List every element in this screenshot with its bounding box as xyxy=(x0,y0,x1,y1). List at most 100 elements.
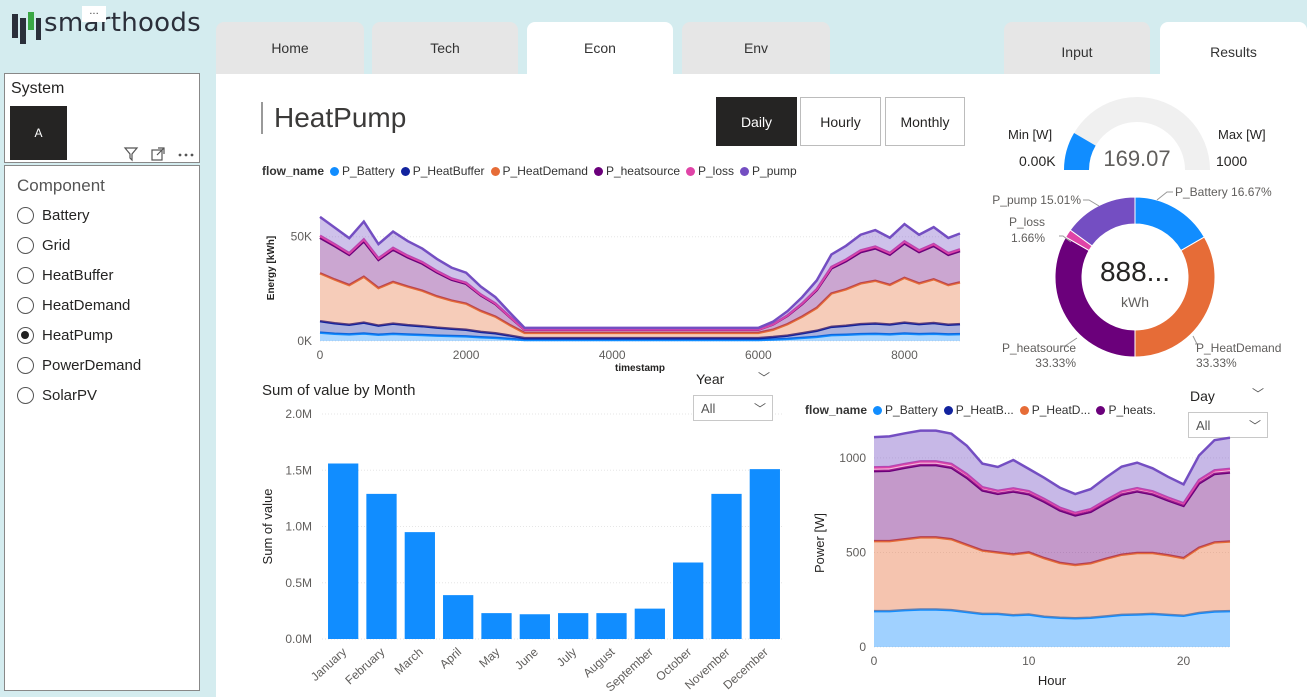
area-p_heatbuffer[interactable] xyxy=(320,321,960,340)
bar-chart-title: Sum of value by Month xyxy=(262,382,416,399)
bar-march[interactable] xyxy=(404,532,435,639)
component-option-powerdemand[interactable]: PowerDemand xyxy=(17,357,141,374)
tab-input[interactable]: Input xyxy=(1004,22,1150,74)
legend-marker xyxy=(400,166,410,176)
tab-home[interactable]: Home xyxy=(216,22,364,74)
focus-mode-icon[interactable] xyxy=(150,146,166,162)
y-tick-label: 1.5M xyxy=(285,463,312,477)
area-p_pump[interactable] xyxy=(320,216,960,330)
legend-item[interactable]: P_Battery xyxy=(873,403,938,417)
area-p_pump[interactable] xyxy=(874,430,1230,513)
legend-item[interactable]: P_HeatBuffer xyxy=(400,164,485,178)
bar-april[interactable] xyxy=(443,595,474,639)
daily-button[interactable]: Daily xyxy=(716,97,797,146)
more-options-icon[interactable]: ... xyxy=(82,6,106,22)
donut-leader-line xyxy=(1059,235,1072,243)
legend-item[interactable]: P_HeatB... xyxy=(943,403,1014,417)
legend-item[interactable]: P_heatsource xyxy=(593,164,680,178)
bar-october[interactable] xyxy=(673,562,704,640)
bar-january[interactable] xyxy=(328,463,359,640)
x-tick-label: June xyxy=(512,645,541,673)
x-tick-label: 8000 xyxy=(891,348,918,362)
radio-button[interactable] xyxy=(17,387,34,404)
legend-title: flow_name xyxy=(262,164,325,178)
radio-button[interactable] xyxy=(17,327,34,344)
tab-econ[interactable]: Econ xyxy=(527,22,673,74)
bar-may[interactable] xyxy=(481,613,512,639)
legend-marker xyxy=(873,405,883,415)
series-line-p_loss[interactable] xyxy=(319,234,961,331)
radio-button[interactable] xyxy=(17,267,34,284)
timeseries-legend: flow_name P_Battery P_HeatBuffer P_HeatDem… xyxy=(262,164,803,178)
bar-december[interactable] xyxy=(749,469,780,639)
series-line-p_pump[interactable] xyxy=(873,429,1231,496)
component-option-heatdemand[interactable]: HeatDemand xyxy=(17,297,130,314)
area-p_heatsource[interactable] xyxy=(874,465,1230,565)
legend-item[interactable]: P_heats. xyxy=(1096,403,1156,417)
bar-august[interactable] xyxy=(596,613,627,639)
legend-marker xyxy=(943,405,953,415)
donut-slice-p_pump[interactable] xyxy=(1069,196,1136,247)
component-slicer: Component Battery Grid HeatBuffer HeatDeman… xyxy=(4,165,200,691)
area-p_heatsource[interactable] xyxy=(320,237,960,333)
y-tick-label: 0 xyxy=(859,640,866,654)
legend-item[interactable]: P_pump xyxy=(740,164,797,178)
more-options-icon[interactable] xyxy=(177,152,195,158)
day-slicer-chevron-icon[interactable]: ﹀ xyxy=(1252,387,1265,401)
legend-label: P_Battery xyxy=(885,403,938,417)
year-dropdown[interactable]: All ﹀ xyxy=(693,395,773,421)
legend-item[interactable]: P_HeatD... xyxy=(1019,403,1090,417)
smarthoods-logo: smarthoods ... xyxy=(8,2,208,50)
radio-button[interactable] xyxy=(17,297,34,314)
area-p_heatdemand[interactable] xyxy=(320,273,960,339)
tab-env[interactable]: Env xyxy=(682,22,830,74)
system-slicer: System A xyxy=(4,73,200,163)
bar-september[interactable] xyxy=(634,608,665,639)
series-line-p_pump[interactable] xyxy=(319,215,961,330)
area-p_heatdemand[interactable] xyxy=(874,537,1230,619)
x-tick-label: 10 xyxy=(1022,654,1036,668)
system-option-selected[interactable]: A xyxy=(10,106,67,160)
hourly-button[interactable]: Hourly xyxy=(800,97,881,146)
series-line-p_battery[interactable] xyxy=(874,608,1231,620)
bar-june[interactable] xyxy=(519,614,550,639)
year-slicer-chevron-icon[interactable]: ﹀ xyxy=(758,371,771,385)
system-slicer-title: System xyxy=(11,80,65,97)
monthly-button[interactable]: Monthly xyxy=(885,97,965,146)
hourly-power-chart: 0 500 1000 0 10 20 Hour Power [W] xyxy=(812,429,1231,688)
donut-leader-line xyxy=(1192,335,1198,345)
component-option-heatbuffer[interactable]: HeatBuffer xyxy=(17,267,113,284)
gauge-fill xyxy=(1064,133,1096,170)
tab-tech[interactable]: Tech xyxy=(372,22,518,74)
radio-button[interactable] xyxy=(17,237,34,254)
series-line-p_heatdemand[interactable] xyxy=(319,272,961,335)
bar-february[interactable] xyxy=(366,493,397,639)
series-line-p_heatbuffer[interactable] xyxy=(319,319,961,340)
filter-icon[interactable] xyxy=(123,146,139,162)
area-p_loss[interactable] xyxy=(874,461,1230,516)
component-option-solarpv[interactable]: SolarPV xyxy=(17,387,97,404)
y-tick-label: 2.0M xyxy=(285,407,312,421)
area-p_battery[interactable] xyxy=(874,609,1230,647)
component-option-grid[interactable]: Grid xyxy=(17,237,70,254)
page-title: HeatPump xyxy=(274,102,407,133)
legend-item[interactable]: P_loss xyxy=(686,164,734,178)
legend-label: P_heatsource xyxy=(605,164,680,178)
bar-november[interactable] xyxy=(711,493,742,639)
series-line-p_battery[interactable] xyxy=(319,331,961,342)
legend-item[interactable]: P_Battery xyxy=(330,164,395,178)
series-line-p_heatdemand[interactable] xyxy=(874,536,1231,567)
component-option-battery[interactable]: Battery xyxy=(17,207,90,224)
radio-button[interactable] xyxy=(17,207,34,224)
radio-button[interactable] xyxy=(17,357,34,374)
donut-leader-line xyxy=(1061,337,1078,347)
bar-july[interactable] xyxy=(558,613,589,639)
series-line-p_loss[interactable] xyxy=(873,460,1231,515)
component-option-heatpump[interactable]: HeatPump xyxy=(17,327,113,344)
gauge-min-label: Min [W] xyxy=(1008,127,1052,142)
x-tick-label: April xyxy=(437,645,464,671)
tab-results[interactable]: Results xyxy=(1160,22,1307,74)
logo-text: smarthoods xyxy=(44,8,202,38)
legend-item[interactable]: P_HeatDemand xyxy=(490,164,588,178)
series-line-p_heatsource[interactable] xyxy=(873,463,1231,517)
